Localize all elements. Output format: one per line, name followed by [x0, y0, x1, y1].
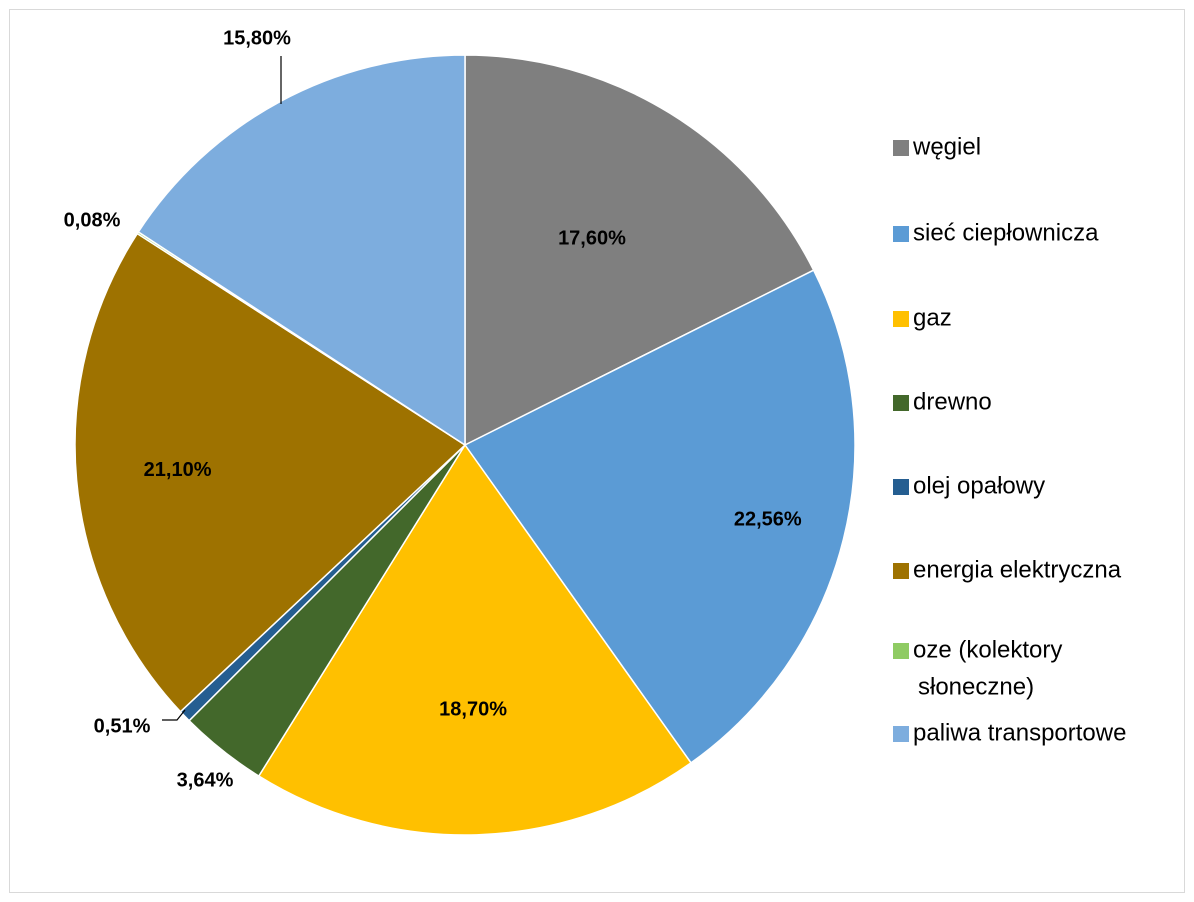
pie-slice-sieć-ciepłownicza: [463, 269, 856, 764]
legend-label-węgiel: węgiel: [912, 133, 981, 160]
legend-swatch-olej-opałowy: [893, 479, 909, 495]
legend-item-olej-opałowy: olej opałowy: [893, 472, 1045, 499]
pie-slice-paliwa-transportowe: [137, 54, 466, 447]
data-label-sieć-ciepłownicza: 22,56%: [734, 509, 802, 531]
legend-swatch-sieć-ciepłownicza: [893, 226, 909, 242]
data-label-oze-kolektory-słoneczne: 0,08%: [64, 209, 121, 231]
data-label-energia-elektryczna: 21,10%: [144, 459, 212, 481]
legend-item-paliwa-transportowe: paliwa transportowe: [893, 719, 1126, 746]
legend-swatch-oze-kolektory-słoneczne: [893, 643, 909, 659]
pie-slice-gaz: [257, 443, 693, 836]
pie-slice-węgiel: [464, 54, 815, 447]
legend-swatch-gaz: [893, 311, 909, 327]
legend-label-gaz: gaz: [913, 304, 952, 331]
legend-label-energia-elektryczna: energia elektryczna: [913, 556, 1122, 583]
legend-item-drewno: drewno: [893, 388, 992, 415]
pie-slice-energia-elektryczna: [74, 232, 467, 713]
legend-label-paliwa-transportowe: paliwa transportowe: [913, 719, 1126, 746]
data-label-drewno: 3,64%: [177, 769, 234, 791]
legend-label-sieć-ciepłownicza: sieć ciepłownicza: [913, 219, 1099, 246]
legend-item-sieć-ciepłownicza: sieć ciepłownicza: [893, 219, 1099, 246]
legend-item-oze-kolektory-słoneczne: oze (kolektory słoneczne): [893, 636, 1062, 700]
pie-slices: [74, 54, 856, 836]
data-label-paliwa-transportowe: 15,80%: [223, 27, 291, 49]
leader-line-olej-opałowy: [162, 709, 186, 721]
legend-item-węgiel: węgiel: [893, 133, 981, 160]
legend-label-oze-kolektory-słoneczne-line-2: słoneczne): [918, 673, 1034, 700]
leader-lines: [162, 56, 282, 721]
legend-item-gaz: gaz: [893, 304, 952, 331]
legend-item-energia-elektryczna: energia elektryczna: [893, 556, 1122, 583]
data-labels: 17,60% 22,56% 18,70% 3,64% 0,51% 21,10% 0,08% 1…: [64, 27, 802, 791]
data-label-olej-opałowy: 0,51%: [94, 715, 151, 737]
legend-swatch-węgiel: [893, 140, 909, 156]
data-label-gaz: 18,70%: [439, 698, 507, 720]
legend-label-drewno: drewno: [913, 388, 992, 415]
legend-swatch-drewno: [893, 395, 909, 411]
legend-label-olej-opałowy: olej opałowy: [913, 472, 1045, 499]
legend-swatch-paliwa-transportowe: [893, 726, 909, 742]
legend: węgiel sieć ciepłownicza gaz drewno olej opa…: [893, 133, 1126, 746]
legend-swatch-energia-elektryczna: [893, 563, 909, 579]
data-label-węgiel: 17,60%: [558, 228, 626, 250]
legend-label-oze-kolektory-słoneczne: oze (kolektory: [913, 636, 1062, 663]
